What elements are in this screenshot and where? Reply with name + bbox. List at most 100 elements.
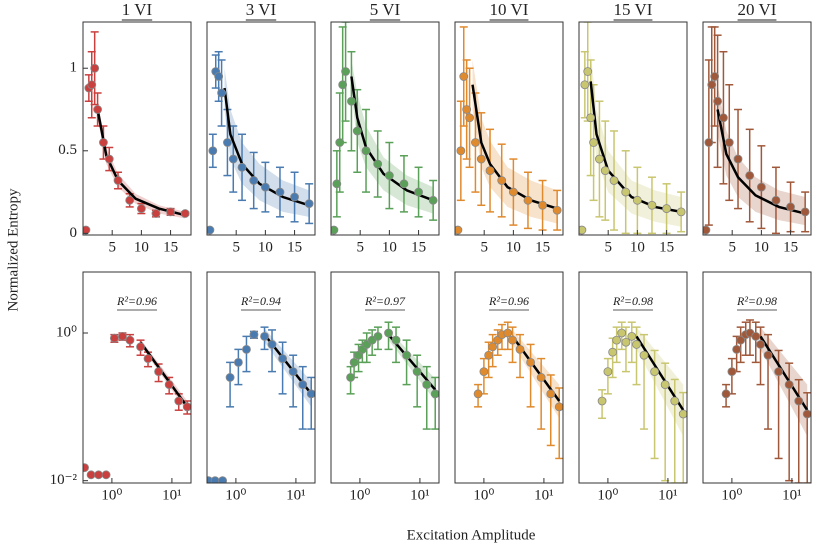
data-point <box>341 67 350 76</box>
x-tick-label: 15 <box>783 239 798 255</box>
data-point <box>136 204 146 213</box>
data-point <box>94 470 103 480</box>
error-bar <box>413 354 422 408</box>
error-bar <box>242 335 251 373</box>
data-point <box>428 195 438 205</box>
data-point <box>786 202 795 212</box>
plot-area <box>207 326 315 483</box>
panel-frame <box>454 271 564 484</box>
data-point <box>713 96 722 106</box>
plot-area <box>83 31 190 235</box>
data-point <box>104 154 114 164</box>
data-point <box>603 367 613 377</box>
x-tick-label: 10¹ <box>782 487 802 503</box>
data-point <box>670 396 680 406</box>
data-point <box>384 328 393 338</box>
data-point <box>756 182 766 192</box>
data-point <box>710 72 720 81</box>
data-point <box>151 209 161 218</box>
fit-line <box>350 76 434 202</box>
panel-frame <box>82 21 192 236</box>
error-bar <box>679 391 687 483</box>
data-point <box>756 340 765 349</box>
data-point <box>508 335 517 345</box>
confidence-band <box>224 68 310 217</box>
data-point <box>503 328 513 338</box>
data-point <box>462 105 472 114</box>
data-point <box>249 330 259 340</box>
panel-title: 5 VI <box>370 0 401 19</box>
x-tick-label: 5 <box>480 239 488 255</box>
data-point <box>237 162 247 172</box>
data-point <box>208 146 218 156</box>
panel-title: 15 VI <box>614 0 653 19</box>
data-point <box>579 225 587 235</box>
x-tick-label: 10⁰ <box>349 487 370 503</box>
data-point <box>214 72 224 81</box>
data-point <box>485 166 495 176</box>
data-point <box>290 192 299 202</box>
data-point <box>352 126 362 136</box>
data-point <box>617 328 627 338</box>
x-tick-label: 10 <box>630 239 645 255</box>
plot-area <box>83 331 191 480</box>
data-point <box>288 367 298 377</box>
data-point <box>515 344 525 354</box>
data-point <box>275 187 285 197</box>
x-tick-label: 10 <box>134 239 149 255</box>
data-point <box>608 347 618 357</box>
data-point <box>267 340 277 349</box>
error-bar <box>736 326 745 364</box>
fit-annotation: R²=0.94 <box>240 294 281 308</box>
x-tick-label: 15 <box>535 239 550 255</box>
data-point <box>650 367 659 377</box>
data-point <box>86 470 96 480</box>
error-bar <box>627 321 636 364</box>
error-bar <box>508 326 517 364</box>
data-point <box>484 350 494 360</box>
data-point <box>218 476 227 483</box>
panel-frame <box>82 271 192 484</box>
fit-line <box>139 341 189 408</box>
x-axis-label: Excitation Amplitude <box>407 527 536 543</box>
panel-frame <box>578 21 688 236</box>
x-tick-label: 15 <box>287 239 302 255</box>
data-point <box>83 225 91 235</box>
data-point <box>373 331 383 341</box>
y-tick-label: 1 <box>70 60 78 76</box>
data-point <box>414 187 423 197</box>
error-bar <box>431 376 439 430</box>
data-point <box>802 409 811 419</box>
plot-area <box>455 26 562 235</box>
error-bar <box>234 348 243 386</box>
panel-frame <box>330 21 440 236</box>
error-bar <box>516 333 525 379</box>
data-point <box>488 342 498 352</box>
data-point <box>621 187 631 197</box>
data-point <box>90 63 100 73</box>
data-point <box>745 171 755 180</box>
data-point <box>399 179 409 189</box>
data-point <box>402 350 411 360</box>
data-point <box>298 380 308 390</box>
panel-title: 1 VI <box>122 0 153 19</box>
error-bar <box>422 365 431 430</box>
data-point <box>660 380 670 390</box>
error-bar <box>612 326 621 364</box>
data-point <box>125 335 135 345</box>
y-tick-label: 10⁰ <box>56 324 77 340</box>
data-point <box>800 207 810 217</box>
data-point <box>639 350 649 360</box>
x-tick-label: 10⁰ <box>721 487 742 503</box>
x-tick-label: 5 <box>356 239 364 255</box>
error-bar <box>537 357 546 430</box>
error-bar <box>289 354 298 408</box>
data-point <box>704 138 714 147</box>
data-point <box>331 225 339 235</box>
data-point <box>242 344 251 354</box>
fit-annotation: R²=0.98 <box>612 294 653 308</box>
data-point <box>609 176 619 185</box>
data-point <box>93 105 102 114</box>
panel-title: 20 VI <box>738 0 777 19</box>
